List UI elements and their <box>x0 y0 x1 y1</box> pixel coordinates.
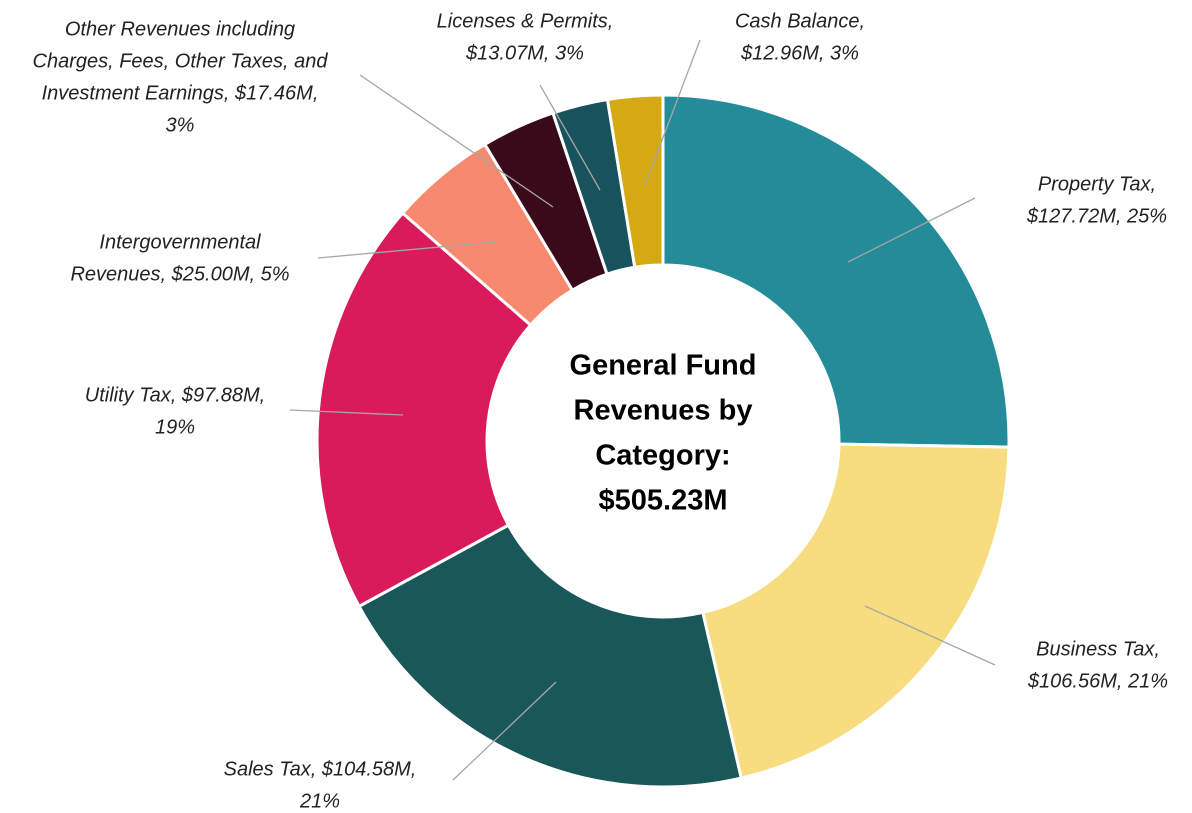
leader-line <box>452 681 557 781</box>
leader-line <box>864 605 996 666</box>
data-label: Charges, Fees, Other Taxes, and <box>33 50 329 72</box>
data-label: Licenses & Permits, <box>437 10 614 32</box>
leader-line <box>644 39 701 186</box>
donut-slice <box>357 523 744 789</box>
data-label: Business Tax, <box>1036 638 1160 660</box>
data-label: Sales Tax, $104.58M, <box>224 758 417 780</box>
donut-slice <box>700 442 1011 780</box>
donut-slice <box>605 93 665 270</box>
data-label: $127.72M, 25% <box>1026 205 1167 227</box>
data-label: Property Tax, <box>1038 173 1156 195</box>
chart-title: Category: <box>595 440 730 472</box>
data-label: 19% <box>155 416 195 438</box>
chart-title: Revenues by <box>574 395 753 427</box>
data-label: Intergovernmental <box>99 231 261 253</box>
data-label: $106.56M, 21% <box>1027 670 1168 692</box>
data-label: $12.96M, 3% <box>740 42 859 64</box>
data-label: Utility Tax, $97.88M, <box>85 384 265 406</box>
data-label: Investment Earnings, $17.46M, <box>42 82 319 104</box>
leader-line <box>847 197 976 263</box>
data-label: Cash Balance, <box>735 10 865 32</box>
data-label: 3% <box>166 114 195 136</box>
data-label: Revenues, $25.00M, 5% <box>70 263 289 285</box>
donut-slice <box>315 210 533 609</box>
chart-title: General Fund <box>570 350 757 382</box>
leader-line <box>289 409 404 416</box>
data-label: Other Revenues including <box>65 18 295 40</box>
leader-line <box>359 74 554 208</box>
leader-line <box>539 84 601 191</box>
data-label: 21% <box>299 790 340 812</box>
leader-line <box>317 241 496 259</box>
donut-slice <box>661 93 1011 449</box>
data-label: $13.07M, 3% <box>465 42 584 64</box>
chart-title: $505.23M <box>599 485 728 517</box>
